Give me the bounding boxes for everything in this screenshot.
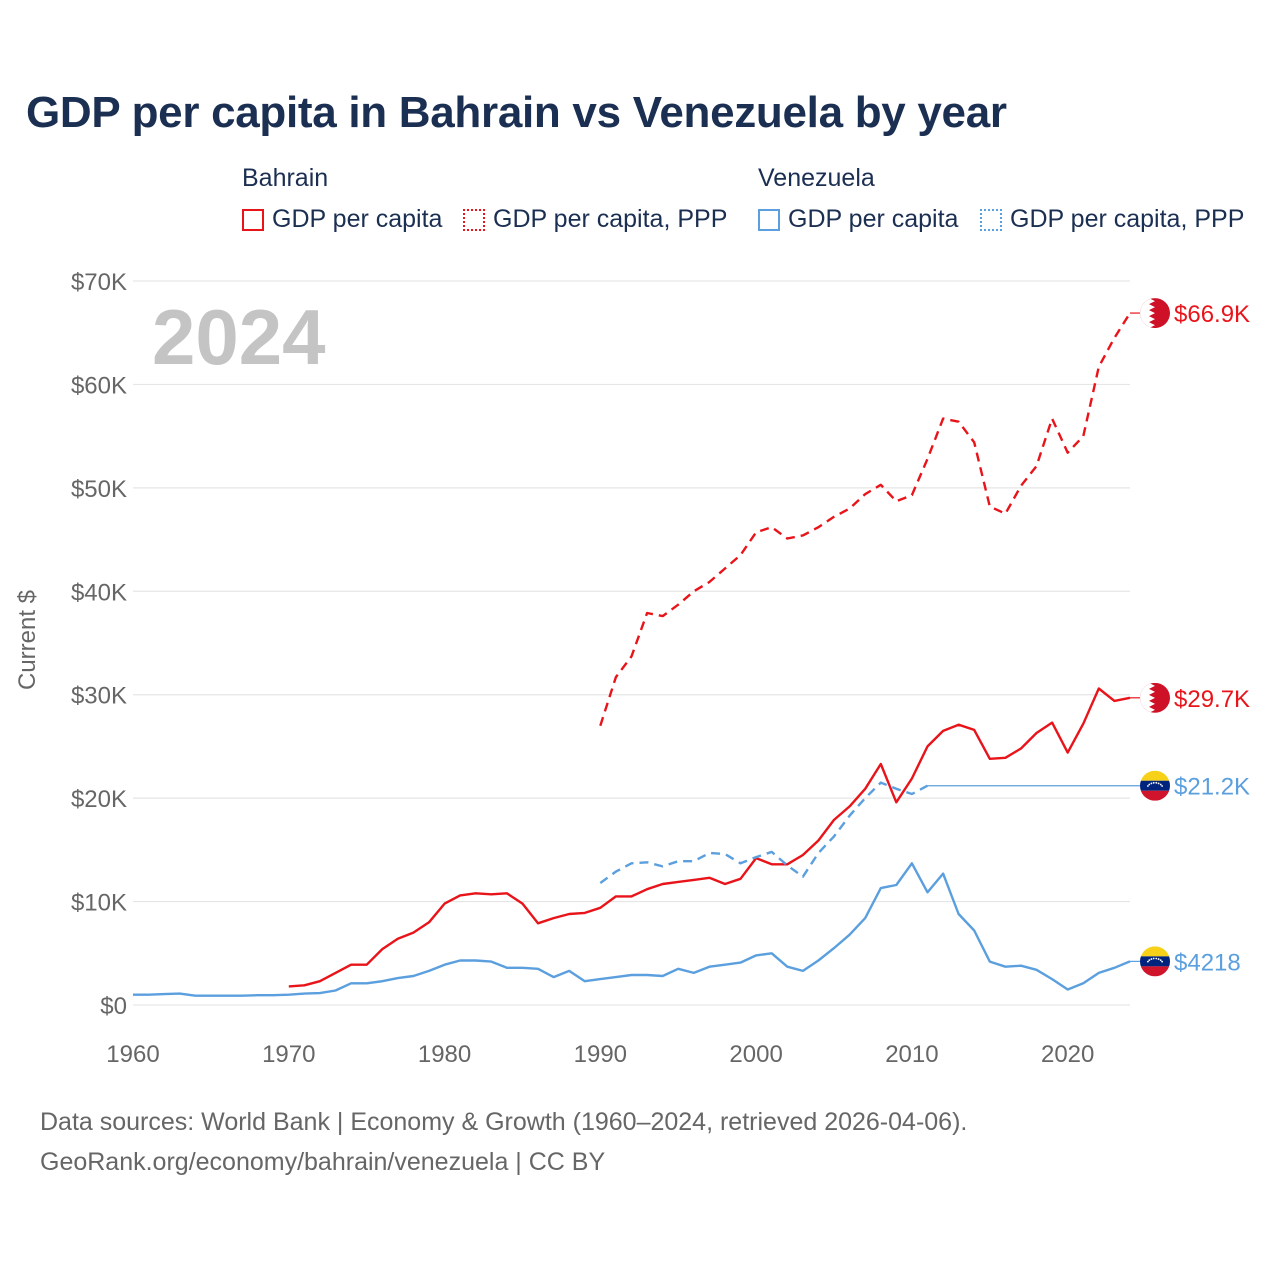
legend-label: GDP per capita, PPP	[1010, 205, 1245, 233]
x-tick-label: 1970	[262, 1041, 315, 1068]
source-url: GeoRank.org/economy/bahrain/venezuela | …	[40, 1148, 606, 1176]
series-line-venezuela-gdp-per-capita-ppp	[599, 781, 929, 884]
venezuela-flag-icon	[1140, 946, 1170, 977]
y-axis-ticks: $0 $10K $20K $30K $40K $50K $60K $70K	[71, 269, 127, 1020]
legend-label: GDP per capita	[788, 205, 959, 233]
x-tick-label: 1980	[418, 1041, 471, 1068]
legend-bahrain-gdp[interactable]: GDP per capita	[242, 205, 442, 234]
series-line-venezuela-gdp-per-capita	[133, 862, 1131, 997]
legend-solid-swatch-icon	[242, 208, 264, 231]
y-tick-label: $20K	[71, 786, 127, 813]
legend-country-venezuela: Venezuela	[758, 164, 875, 192]
chart-title: GDP per capita in Bahrain vs Venezuela b…	[26, 88, 1007, 137]
series-line-bahrain-gdp-per-capita	[288, 687, 1131, 988]
legend-dotted-swatch-icon	[463, 208, 485, 231]
x-tick-label: 2000	[729, 1041, 782, 1068]
end-value-label: $66.9K	[1174, 301, 1250, 328]
y-tick-label: $50K	[71, 476, 127, 503]
legend-venezuela-gdp[interactable]: GDP per capita	[758, 205, 958, 234]
legend-bahrain-ppp[interactable]: GDP per capita, PPP	[463, 205, 727, 234]
y-tick-label: $0	[100, 993, 127, 1020]
series-line-bahrain-gdp-per-capita-ppp	[599, 312, 1132, 727]
y-tick-label: $30K	[71, 683, 127, 710]
grid-lines	[133, 280, 1130, 1006]
year-label: 2024	[152, 293, 326, 381]
end-value-label: $21.2K	[1174, 774, 1250, 801]
bahrain-flag-icon	[1140, 682, 1170, 713]
source-note: Data sources: World Bank | Economy & Gro…	[40, 1108, 968, 1136]
legend-venezuela-ppp[interactable]: GDP per capita, PPP	[980, 205, 1244, 234]
series-lines	[133, 312, 1140, 997]
end-value-label: $29.7K	[1174, 686, 1250, 713]
end-value-label: $4218	[1174, 949, 1241, 976]
legend-label: GDP per capita	[272, 205, 443, 233]
y-tick-label: $10K	[71, 890, 127, 917]
x-tick-label: 2010	[885, 1041, 938, 1068]
legend-label: GDP per capita, PPP	[493, 205, 728, 233]
bahrain-flag-icon	[1140, 298, 1170, 329]
x-tick-label: 1960	[106, 1041, 159, 1068]
x-tick-label: 1990	[574, 1041, 627, 1068]
y-tick-label: $60K	[71, 372, 127, 399]
y-tick-label: $70K	[71, 269, 127, 296]
legend-dotted-swatch-icon	[980, 208, 1002, 231]
x-axis-ticks: 1960 1970 1980 1990 2000 2010 2020	[106, 1041, 1094, 1068]
legend-solid-swatch-icon	[758, 208, 780, 231]
x-tick-label: 2020	[1041, 1041, 1094, 1068]
y-tick-label: $40K	[71, 579, 127, 606]
venezuela-flag-icon	[1140, 770, 1170, 801]
legend-country-bahrain: Bahrain	[242, 164, 329, 192]
end-markers: $66.9K $29.7K $21.2K $4218	[1130, 298, 1250, 977]
